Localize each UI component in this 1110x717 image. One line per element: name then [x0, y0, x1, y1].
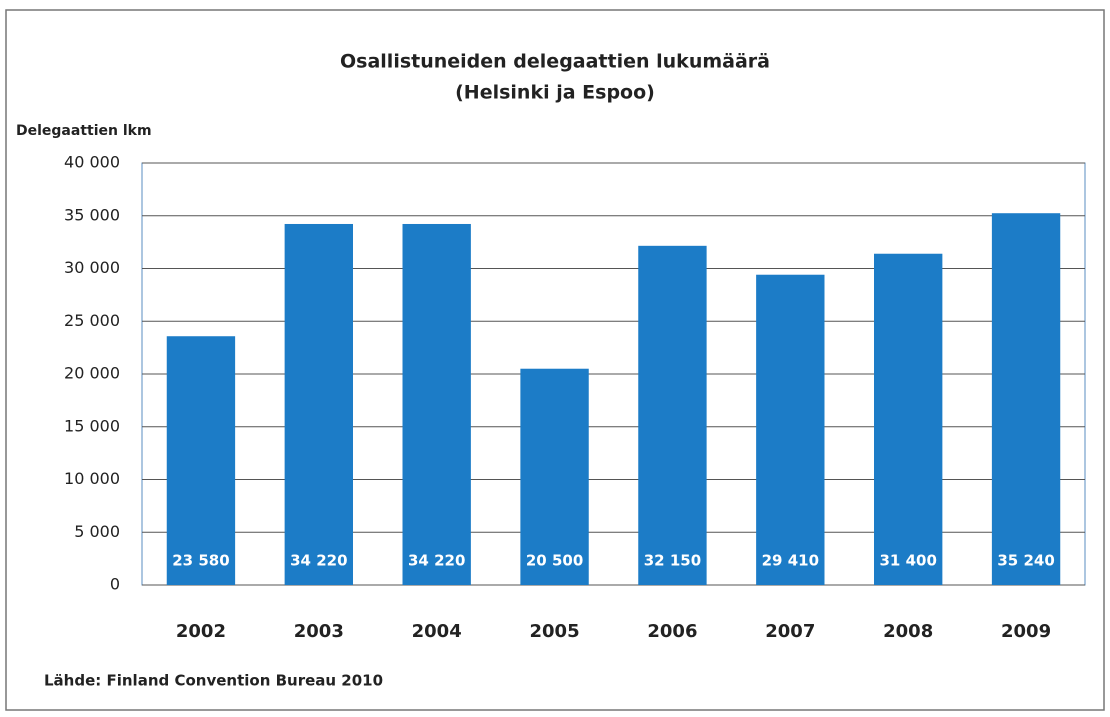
x-tick-label: 2008 [883, 621, 933, 642]
value-label: 29 410 [762, 552, 819, 570]
bar [756, 274, 825, 585]
chart-title: Osallistuneiden delegaattien lukumäärä [340, 51, 770, 73]
x-tick-label: 2005 [530, 621, 580, 642]
y-tick-label: 15 000 [64, 416, 120, 435]
x-tick-label: 2007 [765, 621, 815, 642]
y-tick-label: 35 000 [64, 205, 120, 224]
y-tick-label: 10 000 [64, 469, 120, 488]
bar [638, 245, 707, 585]
x-tick-label: 2009 [1001, 621, 1051, 642]
chart-subtitle: (Helsinki ja Espoo) [455, 82, 655, 104]
bar [284, 223, 353, 585]
source: Lähde: Finland Convention Bureau 2010 [44, 672, 383, 690]
value-label: 20 500 [526, 552, 583, 570]
value-label: 32 150 [644, 552, 701, 570]
value-label: 34 220 [290, 552, 347, 570]
x-tick-label: 2003 [294, 621, 344, 642]
bar [166, 336, 236, 585]
value-label: 34 220 [408, 552, 465, 570]
y-tick-label: 0 [110, 575, 120, 594]
value-label: 23 580 [172, 552, 229, 570]
y-tick-label: 5 000 [74, 522, 120, 541]
bar [402, 223, 471, 585]
bar [874, 253, 943, 586]
x-tick-label: 2004 [412, 621, 462, 642]
y-axis-label: Delegaattien lkm [16, 123, 152, 139]
y-tick-label: 40 000 [64, 153, 120, 172]
value-label: 31 400 [879, 552, 936, 570]
y-tick-label: 25 000 [64, 311, 120, 330]
bar [520, 368, 589, 585]
x-tick-label: 2002 [176, 621, 226, 642]
y-tick-label: 20 000 [64, 364, 120, 383]
y-tick-label: 30 000 [64, 258, 120, 277]
bar [991, 213, 1061, 585]
x-tick-label: 2006 [647, 621, 697, 642]
value-label: 35 240 [997, 552, 1054, 570]
